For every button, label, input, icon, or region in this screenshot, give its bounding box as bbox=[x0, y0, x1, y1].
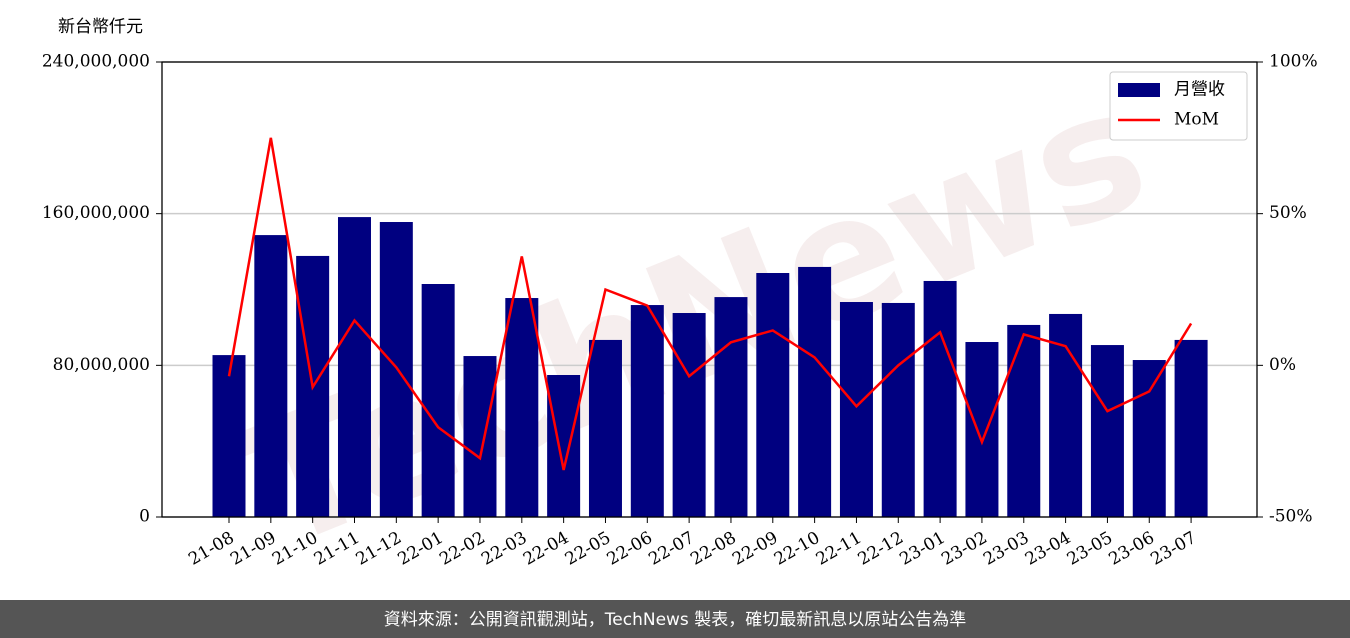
bar bbox=[505, 298, 539, 517]
y2-tick-label: 50% bbox=[1269, 203, 1307, 223]
bar bbox=[254, 235, 288, 517]
x-tick-label: 21-08 bbox=[185, 528, 237, 570]
bar bbox=[1174, 339, 1208, 517]
x-tick-label: 22-06 bbox=[604, 528, 656, 570]
line bbox=[227, 137, 1193, 471]
bar bbox=[1132, 360, 1166, 517]
plot-frame bbox=[161, 61, 1258, 518]
x-tick-label: 23-04 bbox=[1022, 528, 1074, 570]
bar bbox=[965, 342, 999, 517]
x-tick-label: 21-09 bbox=[227, 528, 279, 570]
bar bbox=[923, 280, 957, 517]
x-tick-label: 23-07 bbox=[1147, 528, 1199, 570]
bar bbox=[839, 302, 873, 517]
legend-label: 月營收 bbox=[1174, 80, 1225, 100]
footer-bar bbox=[0, 600, 1350, 638]
y-tick-label: 160,000,000 bbox=[42, 203, 150, 223]
legend-label: MoM bbox=[1174, 110, 1219, 130]
y-tick-label: 240,000,000 bbox=[42, 52, 150, 72]
y-tick-label: 0 bbox=[139, 507, 150, 527]
x-tick-label: 22-07 bbox=[645, 528, 697, 570]
bar bbox=[798, 266, 832, 517]
y-tick-label: 80,000,000 bbox=[53, 355, 150, 375]
x-tick-label: 22-04 bbox=[520, 528, 572, 570]
bar bbox=[881, 302, 915, 517]
x-tick-label: 23-01 bbox=[896, 528, 948, 570]
x-tick-label: 22-09 bbox=[729, 528, 781, 570]
x-tick-label: 22-05 bbox=[562, 528, 614, 570]
y-axis-label: 新台幣仟元 bbox=[58, 17, 143, 37]
x-tick-label: 22-10 bbox=[771, 528, 823, 570]
bar bbox=[1090, 345, 1124, 517]
bar bbox=[463, 356, 497, 517]
bar bbox=[630, 305, 664, 517]
bar bbox=[1007, 324, 1041, 517]
y2-tick-label: -50% bbox=[1269, 507, 1313, 527]
footer-text: 資料來源：公開資訊觀測站，TechNews 製表，確切最新訊息以原站公告為準 bbox=[384, 610, 966, 630]
x-tick-label: 22-08 bbox=[687, 528, 739, 570]
y2-tick-label: 0% bbox=[1269, 355, 1296, 375]
legend-swatch bbox=[1118, 83, 1160, 97]
bar bbox=[1049, 313, 1083, 517]
x-tick-label: 23-05 bbox=[1064, 528, 1116, 570]
x-tick-label: 22-03 bbox=[478, 528, 530, 570]
x-tick-label: 23-02 bbox=[938, 528, 990, 570]
x-tick-label: 22-02 bbox=[436, 528, 488, 570]
x-tick-label: 22-11 bbox=[813, 528, 865, 570]
x-tick-label: 23-06 bbox=[1106, 528, 1158, 570]
x-tick-label: 23-03 bbox=[980, 528, 1032, 570]
bar bbox=[672, 313, 706, 517]
bar bbox=[421, 284, 455, 517]
bar bbox=[714, 297, 748, 517]
bar bbox=[588, 339, 622, 517]
bar bbox=[212, 355, 246, 517]
x-tick-label: 22-12 bbox=[855, 528, 907, 570]
bar bbox=[337, 217, 371, 517]
y2-tick-label: 100% bbox=[1269, 52, 1318, 72]
bar bbox=[547, 375, 581, 517]
bar bbox=[756, 273, 790, 517]
